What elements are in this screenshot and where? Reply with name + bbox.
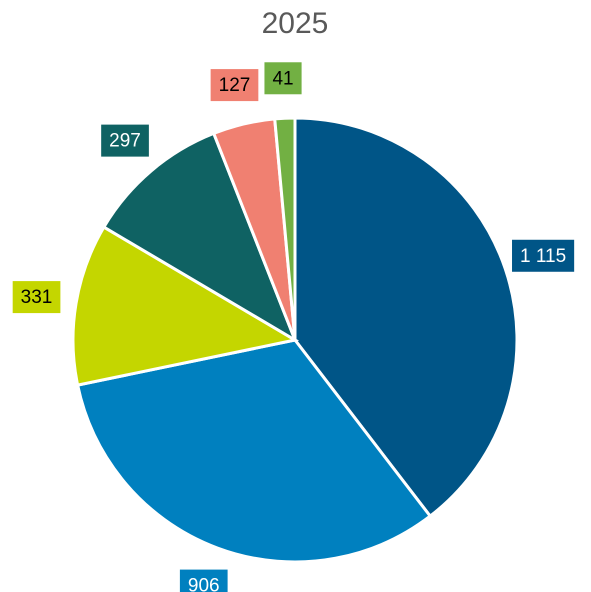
data-label-text: 127 (219, 75, 251, 96)
data-label-box (179, 569, 228, 592)
data-label: 127 (210, 69, 259, 102)
data-label: 906 (179, 569, 228, 592)
data-label-text: 41 (272, 68, 293, 89)
pie-slice (293, 116, 519, 519)
pie-slice (75, 338, 433, 564)
data-label: 1 115 (512, 239, 575, 272)
data-label-text: 331 (21, 287, 53, 308)
data-label-box (512, 239, 575, 272)
pie-slice (71, 225, 300, 387)
data-label-box (12, 281, 61, 314)
data-label-text: 297 (109, 131, 141, 152)
data-label: 297 (101, 124, 149, 157)
data-label: 331 (12, 281, 61, 314)
data-label: 41 (264, 62, 302, 95)
data-label-box (210, 69, 259, 102)
chart-title: 2025 (262, 7, 329, 40)
data-label-text: 906 (188, 576, 220, 592)
pie-slice (101, 131, 298, 344)
data-label-text: 1 115 (520, 246, 566, 267)
data-label-box (101, 124, 149, 157)
data-label-box (264, 62, 302, 95)
pie-slice (273, 116, 297, 341)
